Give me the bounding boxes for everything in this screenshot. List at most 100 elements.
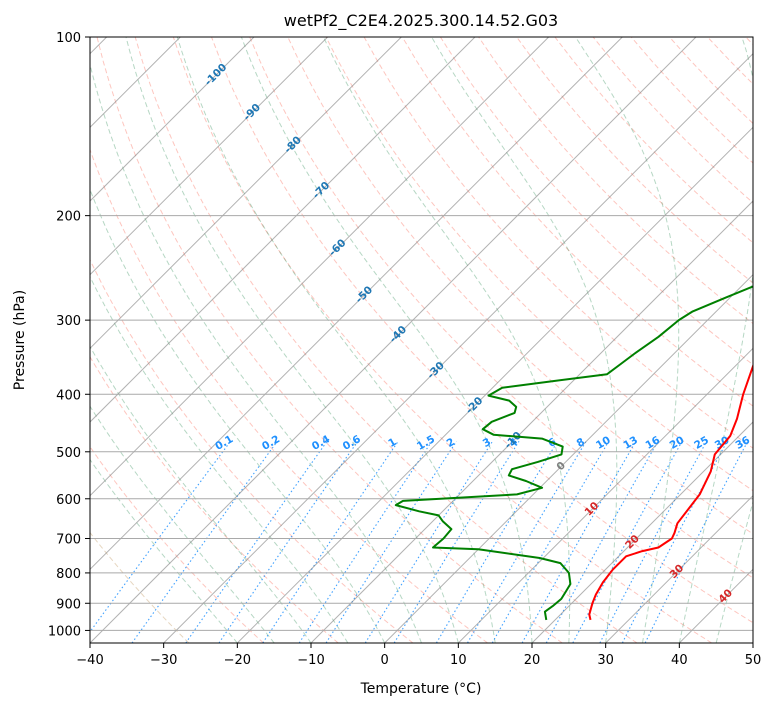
isotherm-line: [90, 37, 476, 423]
mixing-ratio-line: [599, 441, 708, 643]
x-tick-label: −40: [76, 653, 103, 668]
x-tick-label: 20: [524, 653, 541, 668]
mixing-ratio-label: 2: [445, 436, 457, 450]
dry-adiabat: [172, 37, 712, 643]
isotherm-line: [310, 200, 753, 643]
y-tick-label: 600: [56, 493, 81, 508]
isotherm-line: [384, 273, 753, 643]
mixing-ratio-line: [545, 441, 659, 643]
moist-adiabat: [90, 275, 349, 643]
y-tick-label: 100: [56, 31, 81, 46]
y-tick-label: 700: [56, 533, 81, 548]
moist-adiabat: [90, 62, 422, 643]
dry-adiabat: [554, 37, 753, 244]
chart-title: wetPf2_C2E4.2025.300.14.52.G03: [284, 11, 558, 31]
isotherm-line: [90, 37, 255, 202]
isotherm-line: [678, 568, 753, 643]
y-tick-label: 500: [56, 446, 81, 461]
moist-adiabat: [323, 37, 571, 643]
y-axis-title: Pressure (hPa): [12, 290, 28, 390]
mixing-ratio-line: [262, 440, 399, 643]
isotherm-line: [531, 421, 753, 643]
moist-adiabat: [90, 188, 386, 643]
mixing-ratio-line: [435, 441, 559, 643]
dry-adiabat: [325, 37, 753, 492]
x-tick-label: 50: [745, 653, 762, 668]
x-tick-label: −30: [150, 653, 177, 668]
x-axis-title: Temperature (°C): [360, 681, 482, 697]
plot-frame: [89, 36, 754, 644]
x-tick-label: 30: [597, 653, 614, 668]
dry-adiabat: [90, 258, 414, 643]
mixing-ratio-line: [298, 440, 433, 643]
mixing-ratio-line: [521, 441, 637, 643]
isotherm-line: [605, 494, 753, 643]
dewpoint-profile: [394, 285, 753, 621]
dry-adiabat: [478, 37, 753, 325]
mixing-ratio-line: [491, 441, 610, 643]
mixing-ratio-label: 0.1: [213, 433, 235, 453]
isotherm-line: [90, 37, 550, 497]
isotherm-line: [163, 52, 753, 643]
mixing-ratio-label: 0.2: [260, 433, 282, 453]
dry-adiabat: [669, 37, 753, 125]
dry-adiabat: [134, 37, 638, 643]
y-tick-label: 300: [56, 314, 81, 329]
isotherm-line: [752, 642, 753, 643]
dry-adiabat: [90, 355, 339, 643]
dry-adiabat: [707, 37, 753, 85]
y-tick-label: 800: [56, 567, 81, 582]
temperature-profile: [588, 363, 753, 621]
dry-adiabat: [439, 37, 753, 366]
x-tick-label: 0: [381, 653, 389, 668]
mixing-ratio-label: 20: [668, 434, 687, 452]
series-layer: [394, 285, 753, 621]
isotherm-line: [236, 126, 753, 643]
x-axis: −40 −30 −20 −10 0 10 20 30 40 50: [76, 643, 761, 668]
moist-adiabat: [715, 499, 753, 643]
dry-adiabat: [249, 37, 753, 579]
moist-adiabat: [176, 37, 496, 643]
moist-adiabat: [90, 458, 238, 643]
moist-adiabat: [90, 405, 275, 643]
mixing-ratio-line: [572, 441, 683, 643]
dry-adiabat: [211, 37, 753, 624]
mixing-ratio-line: [393, 441, 520, 643]
mixing-ratio-line: [364, 441, 493, 643]
dry-adiabat: [745, 37, 753, 46]
y-axis: 100 200 300 400 500 600 700 800 900 1000: [48, 31, 90, 639]
moist-adiabat: [431, 37, 618, 643]
mixing-ratio-line: [644, 441, 749, 643]
moist-adiabat: [90, 345, 312, 643]
dry-adiabat: [90, 148, 488, 643]
isotherm-line: [90, 37, 697, 643]
moist-adiabat: [678, 37, 753, 643]
moist-adiabat: [240, 37, 533, 643]
mixing-ratio-line: [325, 440, 457, 643]
y-tick-label: 400: [56, 388, 81, 403]
dry-adiabat: [592, 37, 753, 204]
isotherm-line: [90, 37, 329, 276]
moist-adiabat: [125, 37, 459, 643]
dry-adiabat: [90, 531, 190, 643]
x-tick-label: 40: [671, 653, 688, 668]
x-tick-label: −20: [224, 653, 251, 668]
x-tick-label: 10: [450, 653, 467, 668]
mixing-ratio-label: 13: [621, 434, 640, 452]
mixing-ratio-line: [131, 440, 278, 643]
mixing-ratio-label: 10: [594, 434, 613, 452]
isotherm-line: [90, 37, 623, 571]
x-tick-label: −10: [297, 653, 324, 668]
mixing-ratio-line: [185, 440, 328, 643]
mixing-ratio-line: [218, 440, 359, 643]
background-lines: [90, 37, 753, 643]
y-tick-label: 200: [56, 210, 81, 225]
dry-adiabat: [96, 37, 563, 643]
dry-adiabat: [401, 37, 753, 407]
mixing-ratio-label: 36: [733, 434, 752, 452]
mixing-ratio-label: 0.4: [310, 433, 332, 453]
y-tick-label: 900: [56, 597, 81, 612]
dry-adiabat: [363, 37, 753, 449]
moist-adiabat: [575, 37, 680, 643]
